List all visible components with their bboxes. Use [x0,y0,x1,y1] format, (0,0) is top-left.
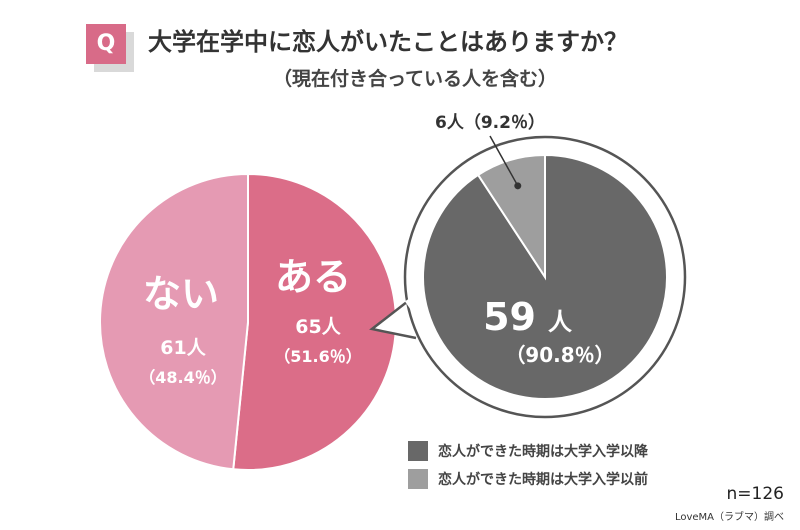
callout-pointer [369,297,417,340]
slice-percent-yes: （51.6％） [274,347,361,366]
question-badge: Q [86,24,134,72]
sample-size: n=126 [726,484,784,504]
slice-count-unit-after-entry: 人 [548,308,572,336]
pie-slice-before-entry [476,153,546,281]
slice-label-yes: ある [275,255,351,299]
slice-count-after-entry: 59 [483,295,536,339]
legend-swatch-before [408,469,428,489]
source-credit: LoveMA（ラブマ）調べ [674,512,784,523]
leader-line [489,135,519,187]
chart-subtitle: （現在付き合っている人を含む） [272,68,558,90]
badge-letter: Q [86,24,126,64]
slice-count-yes: 65人 [295,316,341,338]
slice-percent-no: （48.4％） [139,368,226,387]
slice-label-before-entry: 6人（9.2％） [435,112,545,133]
legend-label-before: 恋人ができた時期は大学入学以前 [438,472,648,488]
legend: 恋人ができた時期は大学入学以降 恋人ができた時期は大学入学以前 [408,440,648,496]
callout-gap [404,298,421,318]
legend-swatch-after [408,441,428,461]
pie-slice-no [99,172,249,471]
legend-item-before: 恋人ができた時期は大学入学以前 [408,468,648,490]
slice-label-no: ない [143,272,219,316]
chart-title: 大学在学中に恋人がいたことはありますか？ [148,28,628,56]
legend-item-after: 恋人ができた時期は大学入学以降 [408,440,648,462]
slice-count-no: 61人 [160,337,206,359]
legend-label-after: 恋人ができた時期は大学入学以降 [438,444,648,460]
slice-percent-after-entry: （90.8％） [505,343,614,367]
